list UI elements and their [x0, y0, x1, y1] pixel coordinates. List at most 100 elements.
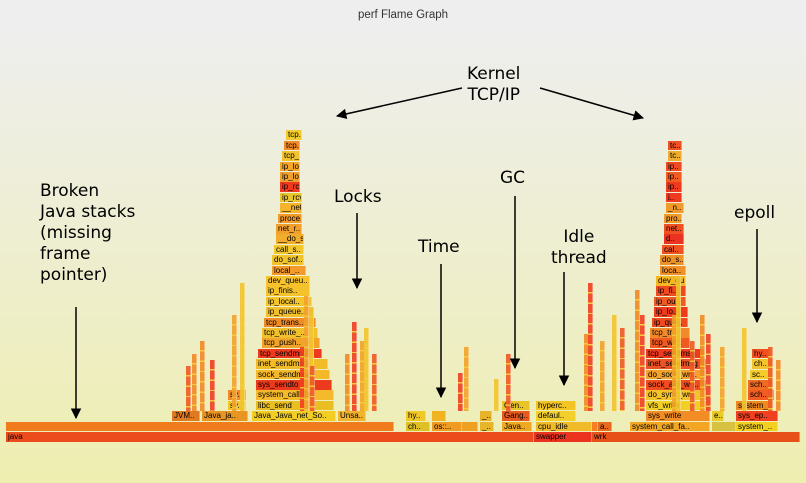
frame-18[interactable]: Unsa..	[338, 411, 366, 421]
frame-14[interactable]: system_..	[736, 421, 778, 432]
frame-49[interactable]: tcp_push..	[262, 338, 320, 348]
frame-28[interactable]: libc_send	[256, 400, 334, 411]
frame-82[interactable]: ip..	[666, 172, 682, 182]
annotation-kernel-tcp-ip: Kernel TCP/IP	[467, 64, 521, 105]
frame-69[interactable]: __do_s..	[276, 234, 304, 244]
frame-12[interactable]: system_call_fa..	[630, 421, 710, 432]
frame-20[interactable]	[432, 411, 446, 421]
spire-23	[620, 328, 625, 412]
spire-5	[352, 321, 357, 412]
arrow-kernel-right	[539, 87, 645, 121]
frame-89[interactable]: tcp..	[286, 130, 302, 140]
frame-81[interactable]: ip_lo..	[280, 172, 300, 182]
spire-16	[464, 347, 469, 412]
frame-13[interactable]	[712, 421, 736, 432]
spire-14	[192, 353, 197, 412]
frame-34[interactable]: system_call_fa..	[256, 390, 334, 400]
frame-8[interactable]: Java..	[502, 421, 532, 432]
spire-31	[720, 347, 725, 412]
annotation-epoll: epoll	[734, 203, 776, 223]
spire-7	[364, 328, 369, 412]
frame-55[interactable]: ip_queue..	[266, 307, 314, 317]
frame-4[interactable]: ch..	[406, 421, 430, 432]
spire-4	[345, 353, 350, 412]
frame-70[interactable]: d..	[664, 234, 684, 244]
frame-60[interactable]: ip_fi..	[656, 286, 686, 296]
frame-25[interactable]: e..	[712, 411, 724, 421]
spire-18	[506, 353, 511, 412]
frame-53[interactable]: tcp_trans..	[264, 317, 316, 328]
frame-0[interactable]: java	[6, 432, 534, 442]
frame-29[interactable]: Gen..	[502, 400, 530, 411]
frame-83[interactable]: ip_lo..	[280, 161, 300, 172]
frame-50[interactable]: tcp_wri..	[650, 338, 690, 348]
annotation-broken-java-stacks: Broken Java stacks (missing frame pointe…	[40, 181, 136, 285]
spire-29	[700, 315, 705, 412]
frame-78[interactable]: i..	[666, 192, 682, 203]
frame-56[interactable]: ip_lo..	[654, 307, 688, 317]
frame-57[interactable]: ip_local..	[266, 296, 312, 307]
frame-5[interactable]: os::..	[432, 421, 462, 432]
frame-86[interactable]: tc..	[668, 151, 682, 161]
spire-34	[776, 360, 781, 412]
frame-22[interactable]: Gang..	[502, 411, 530, 421]
frame-84[interactable]: ip..	[666, 161, 682, 172]
frame-64[interactable]: loca..	[660, 265, 686, 276]
frame-68[interactable]: cal..	[662, 244, 684, 255]
frame-63[interactable]: local_..	[272, 265, 306, 276]
annotation-gc: GC	[500, 168, 526, 188]
frame-1[interactable]: swapper	[534, 432, 592, 442]
spire-21	[600, 340, 605, 412]
frame-88[interactable]: tc..	[668, 140, 682, 151]
frame-19[interactable]: hy..	[406, 411, 426, 421]
frame-40[interactable]: sock_sendmsg	[256, 369, 330, 380]
frame-77[interactable]: ip_rcv	[280, 192, 302, 203]
frame-65[interactable]: do_sof..	[272, 255, 304, 265]
frame-37[interactable]: sys_sendto	[256, 380, 332, 390]
frame-52[interactable]: tcp_tr..	[650, 328, 690, 338]
frame-80[interactable]: ip..	[666, 182, 682, 192]
spire-2	[309, 315, 314, 412]
frame-16[interactable]: Java_ja..	[202, 411, 248, 421]
frame-76[interactable]: _n..	[666, 203, 684, 213]
frame-72[interactable]: net..	[664, 224, 684, 234]
frame-43[interactable]: inet_sendmsg	[256, 359, 328, 369]
frame-46[interactable]: tcp_sendmsg	[258, 348, 322, 359]
frame-51[interactable]: tcp_write_..	[262, 328, 318, 338]
frame-26[interactable]: sys_ep..	[736, 411, 778, 421]
frame-21[interactable]: _..	[480, 411, 492, 421]
frame-3[interactable]	[6, 421, 394, 432]
spire-22	[612, 315, 617, 412]
frame-66[interactable]: do_s..	[660, 255, 684, 265]
frame-10[interactable]	[592, 421, 598, 432]
frame-11[interactable]: a..	[598, 421, 612, 432]
frame-73[interactable]: proce..	[278, 213, 302, 224]
frame-24[interactable]: sys_write	[646, 411, 710, 421]
frame-36[interactable]: sch..	[748, 390, 774, 400]
annotation-locks: Locks	[334, 187, 382, 207]
frame-85[interactable]: tcp_..	[282, 151, 300, 161]
frame-54[interactable]: ip_que..	[652, 317, 688, 328]
frame-75[interactable]: __net..	[280, 203, 302, 213]
spire-20	[588, 283, 593, 412]
frame-87[interactable]: tcp..	[284, 140, 300, 151]
frame-2[interactable]: wrk	[592, 432, 800, 442]
spire-33	[768, 347, 773, 412]
frame-71[interactable]: net_r..	[276, 224, 302, 234]
frame-58[interactable]: ip_ou..	[654, 296, 686, 307]
frame-6[interactable]	[462, 421, 478, 432]
frame-7[interactable]: _..	[480, 421, 494, 432]
frame-30[interactable]: hyperc..	[536, 400, 576, 411]
frame-67[interactable]: call_s..	[274, 244, 304, 255]
frame-9[interactable]: cpu_idle	[536, 421, 592, 432]
frame-62[interactable]: dev_qu..	[656, 276, 686, 286]
frame-23[interactable]: defaul..	[536, 411, 576, 421]
spire-3	[310, 366, 315, 412]
frame-15[interactable]: JVM..	[172, 411, 200, 421]
frame-79[interactable]: ip_rc..	[280, 182, 300, 192]
frame-17[interactable]: Java_Java_net_So..	[252, 411, 336, 421]
frame-61[interactable]: dev_queu..	[266, 276, 310, 286]
frame-59[interactable]: ip_finis..	[266, 286, 310, 296]
frame-74[interactable]: pro..	[664, 213, 682, 224]
